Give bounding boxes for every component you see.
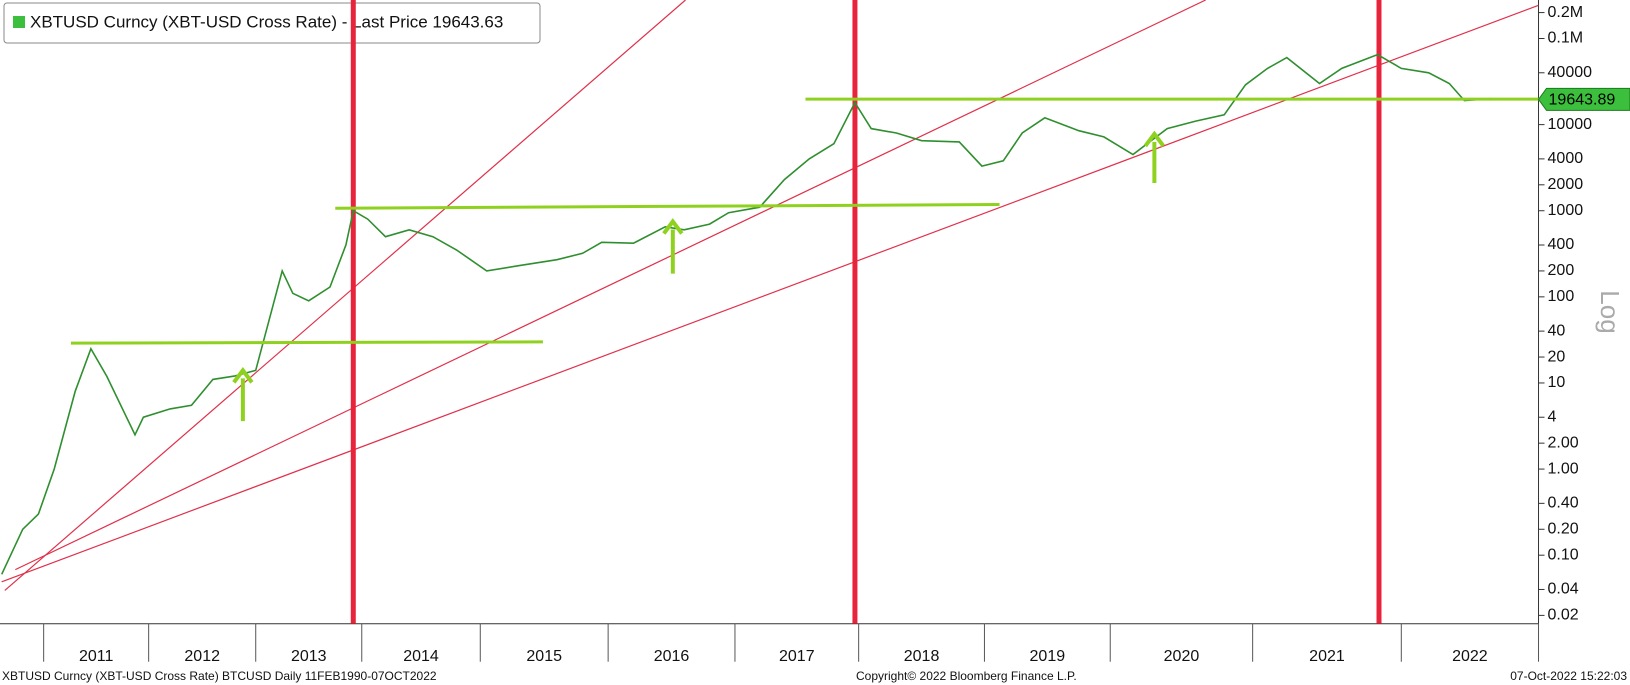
y-tick-label: 0.2M — [1548, 4, 1584, 21]
y-axis-label: Log — [1595, 290, 1625, 333]
y-tick-label: 200 — [1548, 262, 1575, 279]
x-tick-label: 2015 — [526, 648, 562, 665]
y-tick-label: 10000 — [1548, 116, 1593, 133]
x-tick-label: 2013 — [291, 648, 327, 665]
footer-left: XBTUSD Curncy (XBT-USD Cross Rate) BTCUS… — [2, 669, 437, 683]
x-tick-label: 2021 — [1309, 648, 1345, 665]
y-tick-label: 10 — [1548, 374, 1566, 391]
y-tick-label: 4000 — [1548, 150, 1584, 167]
y-tick-label: 0.04 — [1548, 581, 1579, 598]
y-tick-label: 4 — [1548, 408, 1557, 425]
footer-center: Copyright© 2022 Bloomberg Finance L.P. — [856, 669, 1077, 683]
y-tick-label: 400 — [1548, 236, 1575, 253]
arrow-head — [1143, 130, 1165, 148]
x-tick-label: 2012 — [184, 648, 220, 665]
y-tick-label: 40 — [1548, 322, 1566, 339]
trend-line — [15, 0, 1206, 571]
y-tick-label: 0.1M — [1548, 30, 1584, 47]
y-tick-label: 1000 — [1548, 202, 1584, 219]
legend-label: XBTUSD Curncy (XBT-USD Cross Rate) - Las… — [30, 12, 503, 31]
x-tick-label: 2020 — [1164, 648, 1200, 665]
y-tick-label: 0.02 — [1548, 607, 1579, 624]
trend-line — [4, 0, 686, 591]
y-tick-label: 0.40 — [1548, 495, 1579, 512]
footer-right: 07-Oct-2022 15:22:03 — [1510, 669, 1627, 683]
level-line — [335, 203, 1000, 210]
last-price-tag — [1537, 87, 1630, 111]
x-tick-label: 2019 — [1030, 648, 1066, 665]
y-tick-label: 100 — [1548, 288, 1575, 305]
x-tick-label: 2011 — [79, 648, 114, 665]
legend-box — [3, 2, 541, 44]
x-tick-label: 2017 — [779, 648, 815, 665]
y-tick-label: 2.00 — [1548, 434, 1579, 451]
x-tick-label: 2016 — [654, 648, 690, 665]
arrow-head — [232, 367, 254, 384]
price-line — [0, 53, 1508, 575]
legend-swatch — [13, 16, 25, 28]
y-tick-label: 0.20 — [1548, 520, 1579, 537]
y-tick-label: 20 — [1548, 348, 1566, 365]
x-tick-label: 2014 — [403, 648, 439, 665]
y-tick-label: 40000 — [1548, 64, 1593, 81]
last-price-label: 19643.89 — [1549, 92, 1616, 109]
y-tick-label: 1.00 — [1548, 460, 1579, 477]
plot-area — [0, 0, 1539, 624]
y-tick-label: 2000 — [1548, 176, 1584, 193]
level-line — [70, 340, 543, 345]
trend-line — [1, 4, 1539, 583]
y-tick-label: 0.10 — [1548, 546, 1579, 563]
x-tick-label: 2022 — [1452, 648, 1488, 665]
arrow-head — [662, 218, 684, 235]
x-tick-label: 2018 — [904, 648, 940, 665]
